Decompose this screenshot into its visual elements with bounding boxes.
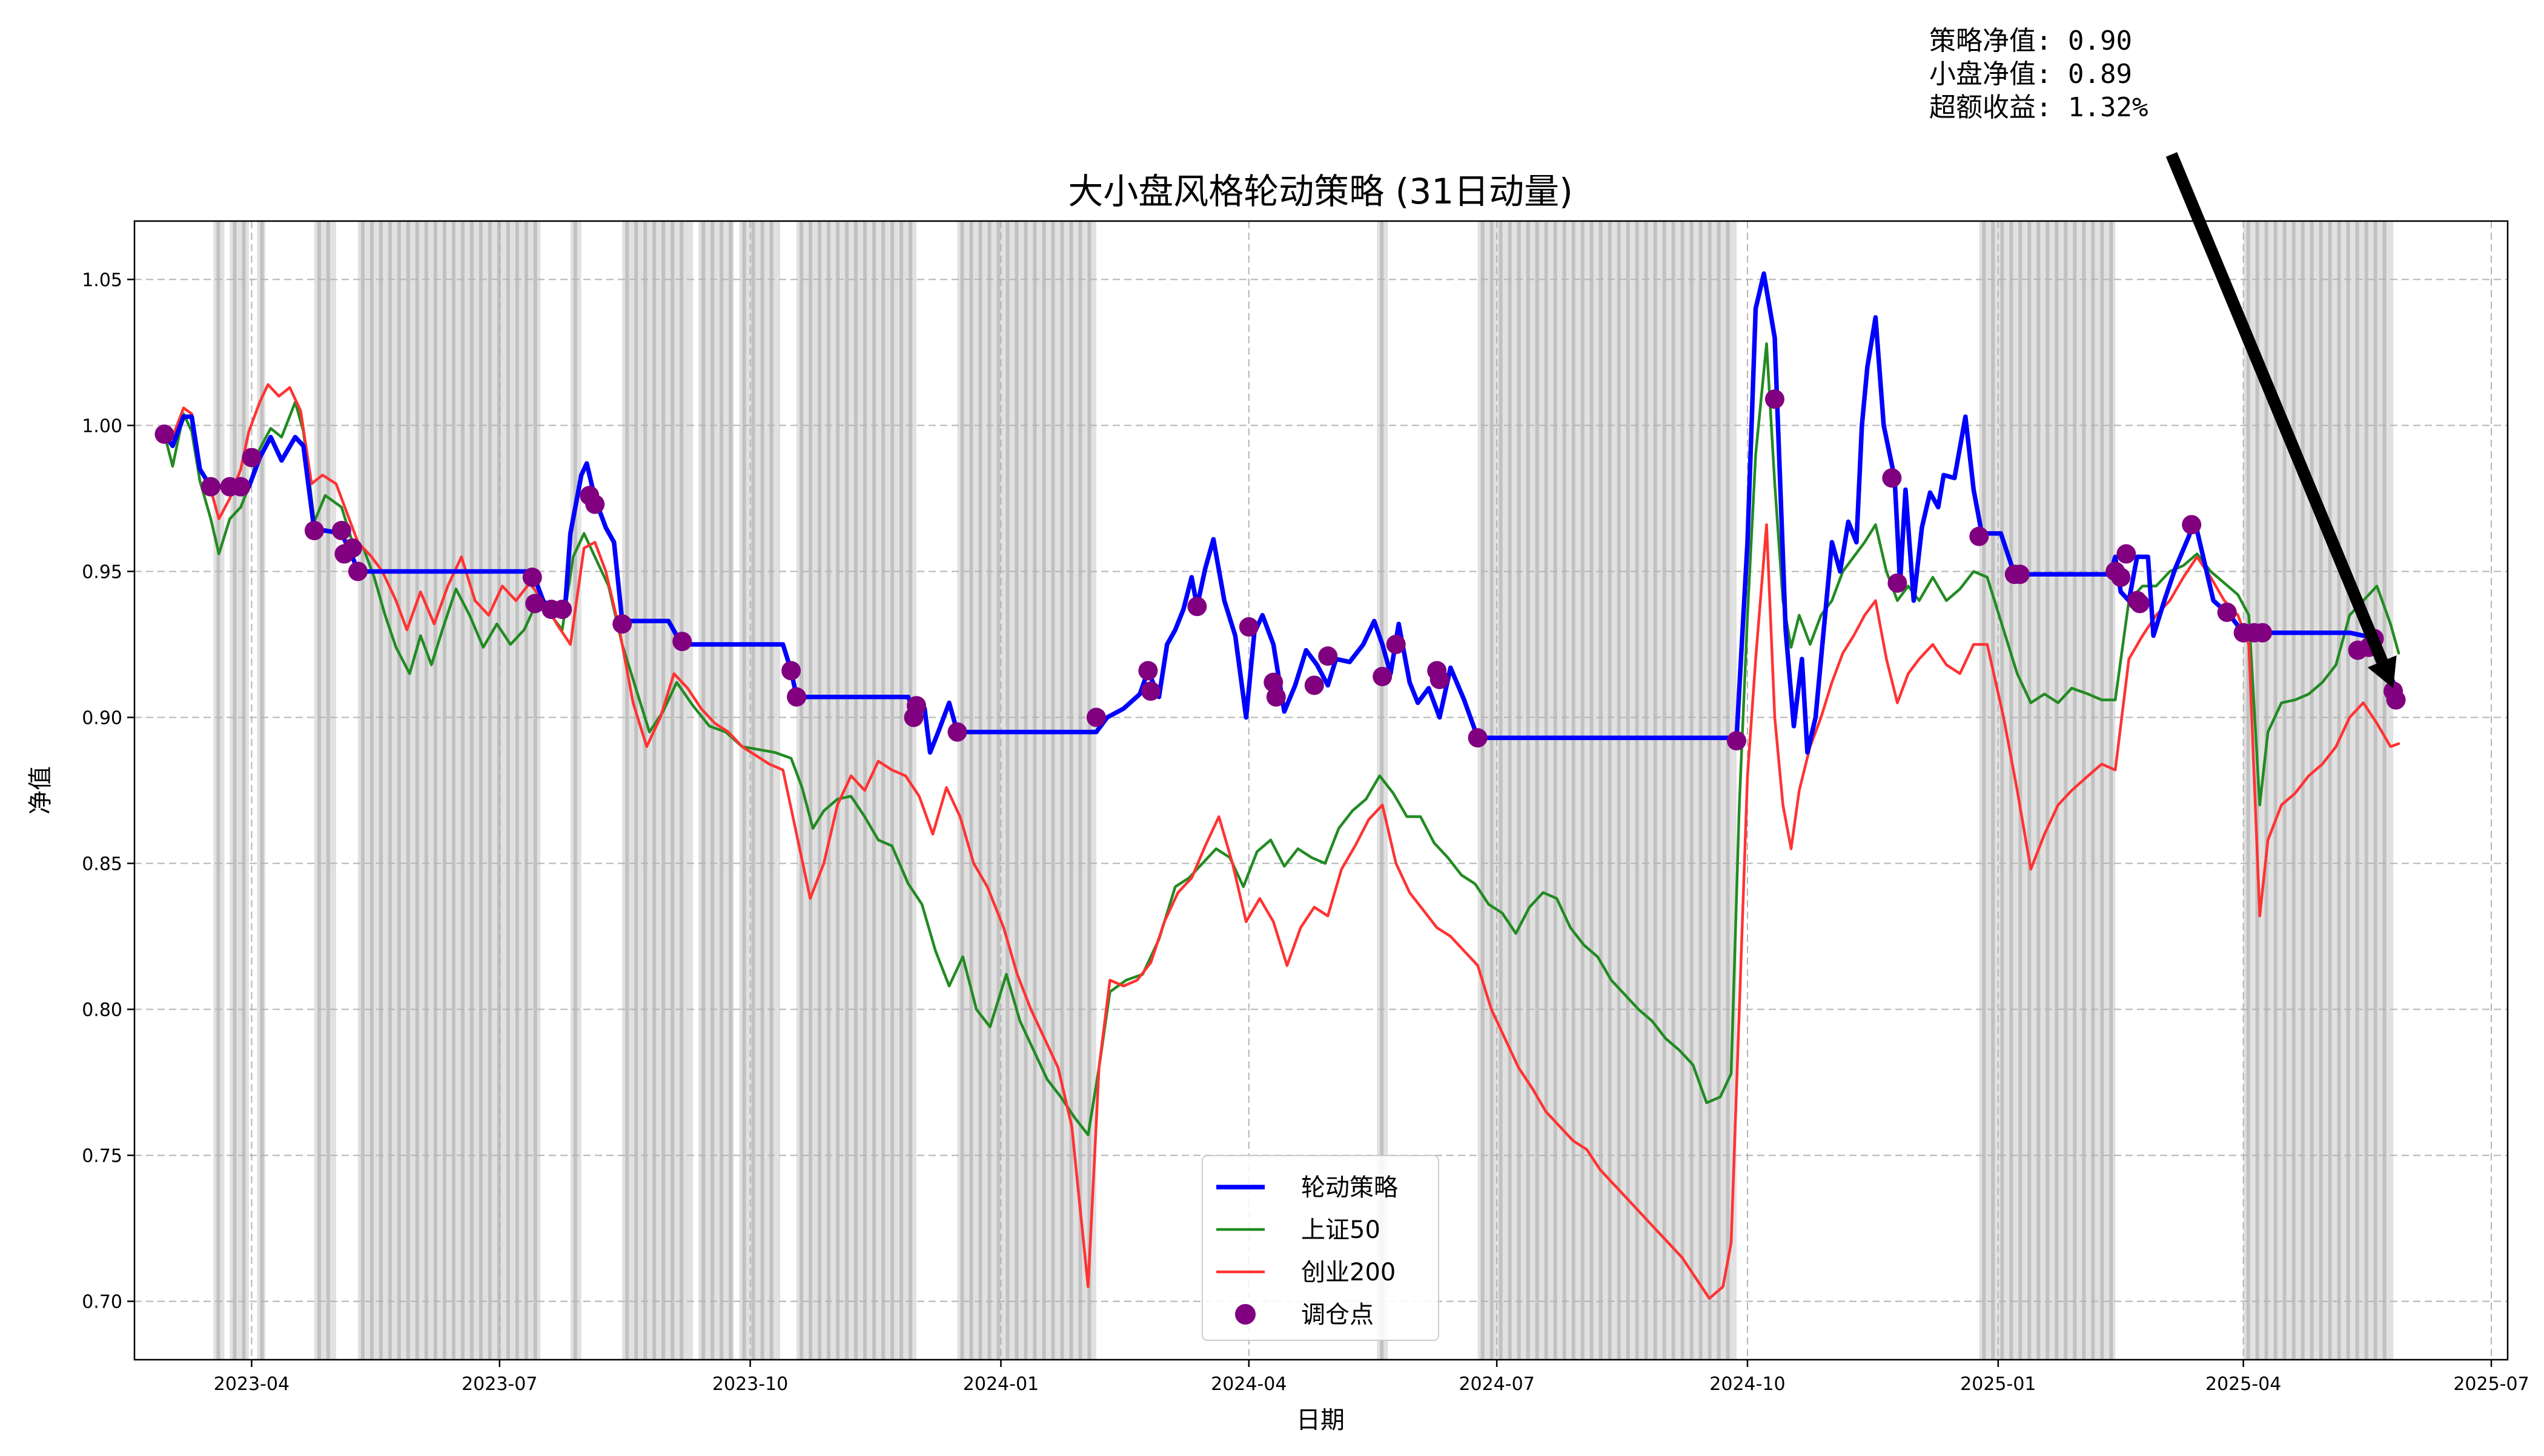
x-tick-label: 2023-07 bbox=[462, 1374, 537, 1395]
rebalance-point bbox=[781, 661, 801, 681]
y-tick-label: 0.95 bbox=[82, 561, 122, 583]
rebalance-point bbox=[304, 520, 324, 540]
rebalance-point bbox=[242, 448, 262, 468]
y-tick-label: 0.70 bbox=[82, 1292, 122, 1313]
rebalance-point bbox=[1429, 669, 1449, 689]
rebalance-point bbox=[2182, 515, 2202, 535]
rebalance-point bbox=[787, 687, 807, 707]
rebalance-point bbox=[552, 600, 572, 620]
rebalance-points bbox=[154, 389, 2406, 751]
rebalance-point bbox=[585, 494, 605, 514]
x-tick-label: 2024-07 bbox=[1459, 1374, 1534, 1395]
annotation-arrowhead bbox=[2367, 655, 2397, 689]
rebalance-point bbox=[1239, 617, 1259, 637]
series-line-gem200 bbox=[163, 383, 2400, 1300]
rebalance-point bbox=[200, 477, 220, 497]
y-tick-label: 0.85 bbox=[82, 854, 122, 875]
rebalance-point bbox=[1138, 661, 1158, 681]
shaded-periods bbox=[213, 221, 2394, 1360]
chart-title: 大小盘风格轮动策略 (31日动量) bbox=[1068, 171, 1573, 212]
y-tick-label: 1.00 bbox=[82, 415, 122, 437]
annotation-line-3: 超额收益: 1.32% bbox=[1929, 92, 2148, 123]
y-axis-title: 净值 bbox=[27, 766, 55, 815]
legend-label-rebalance: 调仓点 bbox=[1301, 1301, 1374, 1329]
rebalance-point bbox=[2010, 564, 2030, 584]
rebalance-point bbox=[525, 594, 545, 614]
rebalance-point bbox=[231, 477, 251, 497]
rebalance-point bbox=[331, 520, 351, 540]
legend-swatch-rebalance bbox=[1235, 1304, 1256, 1325]
x-tick-label: 2024-10 bbox=[1709, 1374, 1785, 1395]
legend: 轮动策略 上证50 创业200 调仓点 bbox=[1202, 1155, 1439, 1341]
rebalance-point bbox=[348, 561, 368, 581]
legend-label-strategy: 轮动策略 bbox=[1301, 1174, 1398, 1202]
rebalance-point bbox=[2253, 623, 2273, 643]
rebalance-point bbox=[612, 614, 632, 634]
rebalance-point bbox=[1187, 597, 1207, 617]
annotation: 策略净值: 0.90 小盘净值: 0.89 超额收益: 1.32% bbox=[1929, 25, 2397, 689]
rebalance-point bbox=[1264, 672, 1284, 692]
y-tick-label: 0.90 bbox=[82, 707, 122, 729]
rebalance-point bbox=[1887, 573, 1907, 593]
rebalance-point bbox=[2116, 544, 2136, 564]
annotation-arrow bbox=[2165, 152, 2388, 664]
rebalance-point bbox=[1882, 468, 1902, 488]
rebalance-point bbox=[1304, 675, 1324, 695]
rebalance-point bbox=[2386, 690, 2406, 710]
x-axis: 2023-04 2023-07 2023-10 2024-01 2024-04 2024-… bbox=[214, 1360, 2529, 1395]
x-axis-title: 日期 bbox=[1296, 1406, 1345, 1434]
rebalance-point bbox=[1318, 646, 1338, 666]
rebalance-point bbox=[1386, 634, 1406, 654]
rebalance-point bbox=[1969, 526, 1989, 546]
shaded-period-1 bbox=[230, 221, 249, 1360]
x-tick-label: 2024-04 bbox=[1211, 1374, 1287, 1395]
plot-frame bbox=[133, 220, 2509, 1361]
rebalance-point bbox=[522, 568, 542, 587]
annotation-line-2: 小盘净值: 0.89 bbox=[1929, 59, 2132, 90]
x-tick-label: 2025-07 bbox=[2453, 1374, 2529, 1395]
rebalance-point bbox=[672, 632, 692, 652]
annotation-line-1: 策略净值: 0.90 bbox=[1929, 25, 2132, 56]
y-tick-label: 0.75 bbox=[82, 1146, 122, 1167]
x-tick-label: 2024-01 bbox=[963, 1374, 1039, 1395]
x-tick-label: 2025-01 bbox=[1960, 1374, 2036, 1395]
rebalance-point bbox=[342, 538, 362, 558]
rebalance-point bbox=[947, 722, 967, 742]
rebalance-point bbox=[2130, 594, 2150, 614]
y-axis: 0.70 0.75 0.80 0.85 0.90 0.95 1.00 1.05 bbox=[82, 270, 134, 1313]
rebalance-point bbox=[1726, 731, 1746, 751]
shaded-period-12 bbox=[1477, 221, 1737, 1360]
rebalance-point bbox=[2111, 568, 2131, 587]
shaded-period-8 bbox=[739, 221, 781, 1360]
x-tick-label: 2025-04 bbox=[2205, 1374, 2281, 1395]
rebalance-point bbox=[1141, 681, 1161, 701]
legend-box bbox=[1202, 1155, 1439, 1341]
y-tick-label: 1.05 bbox=[82, 270, 122, 291]
rebalance-point bbox=[1468, 728, 1488, 748]
x-tick-label: 2023-10 bbox=[712, 1374, 788, 1395]
shaded-period-14 bbox=[2243, 221, 2394, 1360]
series-line-sse50 bbox=[163, 342, 2400, 1137]
rebalance-point bbox=[907, 696, 927, 716]
legend-label-sse50: 上证50 bbox=[1301, 1216, 1380, 1244]
rebalance-point bbox=[2217, 602, 2237, 622]
rebalance-point bbox=[1373, 667, 1393, 686]
legend-label-gem200: 创业200 bbox=[1301, 1259, 1396, 1286]
rebalance-point bbox=[154, 424, 174, 444]
x-tick-label: 2023-04 bbox=[214, 1374, 290, 1395]
rebalance-point bbox=[1266, 687, 1286, 707]
shaded-period-4 bbox=[357, 221, 541, 1360]
rebalance-point bbox=[1086, 707, 1106, 727]
rebalance-point bbox=[1764, 389, 1784, 409]
y-tick-label: 0.80 bbox=[82, 1000, 122, 1021]
